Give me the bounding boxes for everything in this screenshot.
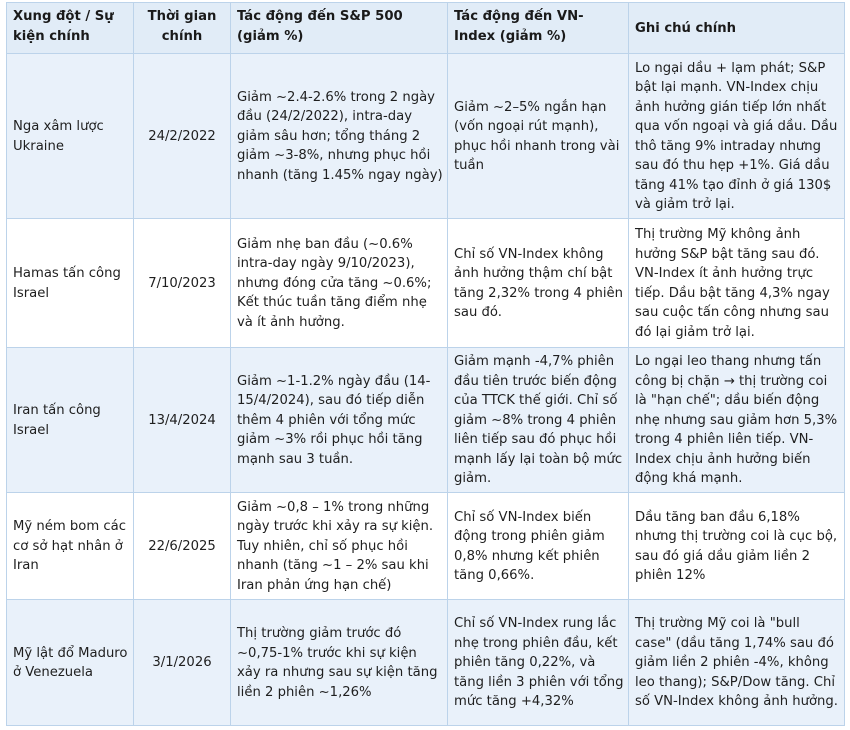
header-event: Xung đột / Sự kiện chính (6, 2, 134, 54)
cell-sp500: Giảm ~2.4-2.6% trong 2 ngày đầu (24/2/20… (230, 53, 448, 219)
cell-vnindex: Giảm mạnh -4,7% phiên đầu tiên trước biế… (447, 347, 629, 493)
cell-sp500: Thị trường giảm trước đó ~0,75-1% trước … (230, 599, 448, 726)
cell-vnindex: Chỉ số VN-Index rung lắc nhẹ trong phiên… (447, 599, 629, 726)
cell-sp500: Giảm ~0,8 – 1% trong những ngày trước kh… (230, 492, 448, 600)
cell-vnindex: Giảm ~2–5% ngắn hạn (vốn ngoại rút mạnh)… (447, 53, 629, 219)
cell-vnindex: Chỉ số VN-Index không ảnh hưởng thậm chí… (447, 218, 629, 348)
cell-date: 3/1/2026 (133, 599, 231, 726)
header-row: Xung đột / Sự kiện chính Thời gian chính… (6, 2, 845, 54)
cell-notes: Thị trường Mỹ không ảnh hưởng S&P bật tă… (628, 218, 845, 348)
table-row: Mỹ lật đổ Maduro ở Venezuela 3/1/2026 Th… (6, 599, 845, 726)
cell-sp500: Giảm ~1-1.2% ngày đầu (14-15/4/2024), sa… (230, 347, 448, 493)
table-row: Mỹ ném bom các cơ sở hạt nhân ở Iran 22/… (6, 492, 845, 600)
table-row: Hamas tấn công Israel 7/10/2023 Giảm nhẹ… (6, 218, 845, 348)
cell-notes: Lo ngại dầu + lạm phát; S&P bật lại mạnh… (628, 53, 845, 219)
cell-notes: Lo ngại leo thang nhưng tấn công bị chặn… (628, 347, 845, 493)
header-time: Thời gian chính (133, 2, 231, 54)
cell-event: Mỹ lật đổ Maduro ở Venezuela (6, 599, 134, 726)
cell-notes: Dầu tăng ban đầu 6,18% nhưng thị trường … (628, 492, 845, 600)
conflict-impact-table: Xung đột / Sự kiện chính Thời gian chính… (6, 2, 845, 726)
cell-date: 13/4/2024 (133, 347, 231, 493)
header-vnindex: Tác động đến VN-Index (giảm %) (447, 2, 629, 54)
cell-vnindex: Chỉ số VN-Index biến động trong phiên gi… (447, 492, 629, 600)
cell-event: Nga xâm lược Ukraine (6, 53, 134, 219)
cell-date: 24/2/2022 (133, 53, 231, 219)
cell-date: 22/6/2025 (133, 492, 231, 600)
comparison-table-container: Xung đột / Sự kiện chính Thời gian chính… (6, 2, 845, 726)
cell-event: Mỹ ném bom các cơ sở hạt nhân ở Iran (6, 492, 134, 600)
table-row: Nga xâm lược Ukraine 24/2/2022 Giảm ~2.4… (6, 53, 845, 219)
table-row: Iran tấn công Israel 13/4/2024 Giảm ~1-1… (6, 347, 845, 493)
cell-sp500: Giảm nhẹ ban đầu (~0.6% intra-day ngày 9… (230, 218, 448, 348)
cell-event: Hamas tấn công Israel (6, 218, 134, 348)
header-sp500: Tác động đến S&P 500 (giảm %) (230, 2, 448, 54)
cell-event: Iran tấn công Israel (6, 347, 134, 493)
cell-notes: Thị trường Mỹ coi là "bull case" (dầu tă… (628, 599, 845, 726)
header-notes: Ghi chú chính (628, 2, 845, 54)
cell-date: 7/10/2023 (133, 218, 231, 348)
